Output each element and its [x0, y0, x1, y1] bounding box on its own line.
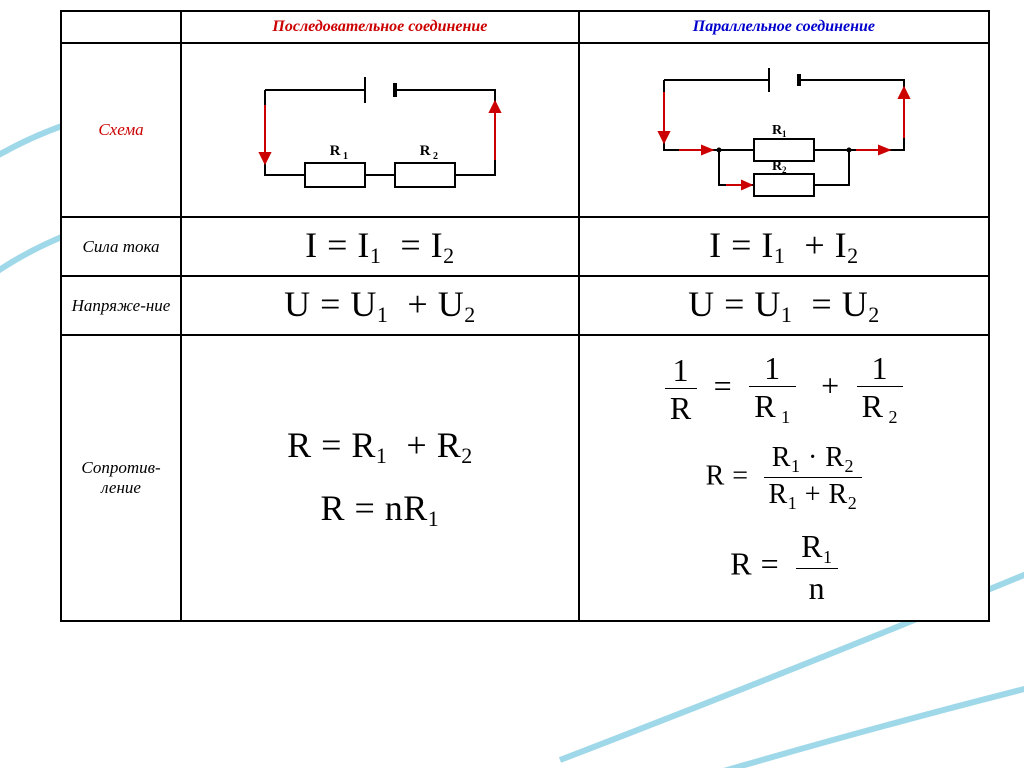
svg-text:R: R: [329, 143, 340, 159]
circuit-parallel-icon: R 1 R 2: [624, 50, 944, 205]
formula-series-current: I = I1 = I2: [181, 217, 579, 276]
formula-series-resistance: R = R1 + R2 R = nR1: [181, 335, 579, 621]
svg-text:2: 2: [433, 151, 438, 162]
svg-text:2: 2: [782, 165, 787, 175]
header-parallel: Параллельное соединение: [579, 11, 989, 43]
label-voltage: Напряже-ние: [61, 276, 181, 335]
schema-parallel: R 1 R 2: [579, 43, 989, 217]
row-schema: Схема R 1 R 2: [61, 43, 989, 217]
row-resistance: Сопротив-ление R = R1 + R2 R = nR1 1R = …: [61, 335, 989, 621]
header-series: Последовательное соединение: [181, 11, 579, 43]
formula-parallel-voltage: U = U1 = U2: [579, 276, 989, 335]
svg-text:1: 1: [782, 129, 787, 139]
formula-series-voltage: U = U1 + U2: [181, 276, 579, 335]
row-voltage: Напряже-ние U = U1 + U2 U = U1 = U2: [61, 276, 989, 335]
label-resistance: Сопротив-ление: [61, 335, 181, 621]
svg-text:R: R: [419, 143, 430, 159]
header-row: Последовательное соединение Параллельное…: [61, 11, 989, 43]
label-schema: Схема: [61, 43, 181, 217]
formula-parallel-resistance: 1R = 1R 1 + 1R 2 R = R1 · R2R1 + R2 R = …: [579, 335, 989, 621]
formula-parallel-current: I = I1 + I2: [579, 217, 989, 276]
comparison-table: Последовательное соединение Параллельное…: [60, 10, 990, 622]
label-current: Сила тока: [61, 217, 181, 276]
svg-text:1: 1: [343, 151, 348, 162]
schema-series: R 1 R 2: [181, 43, 579, 217]
circuit-series-icon: R 1 R 2: [225, 55, 535, 200]
row-current: Сила тока I = I1 = I2 I = I1 + I2: [61, 217, 989, 276]
